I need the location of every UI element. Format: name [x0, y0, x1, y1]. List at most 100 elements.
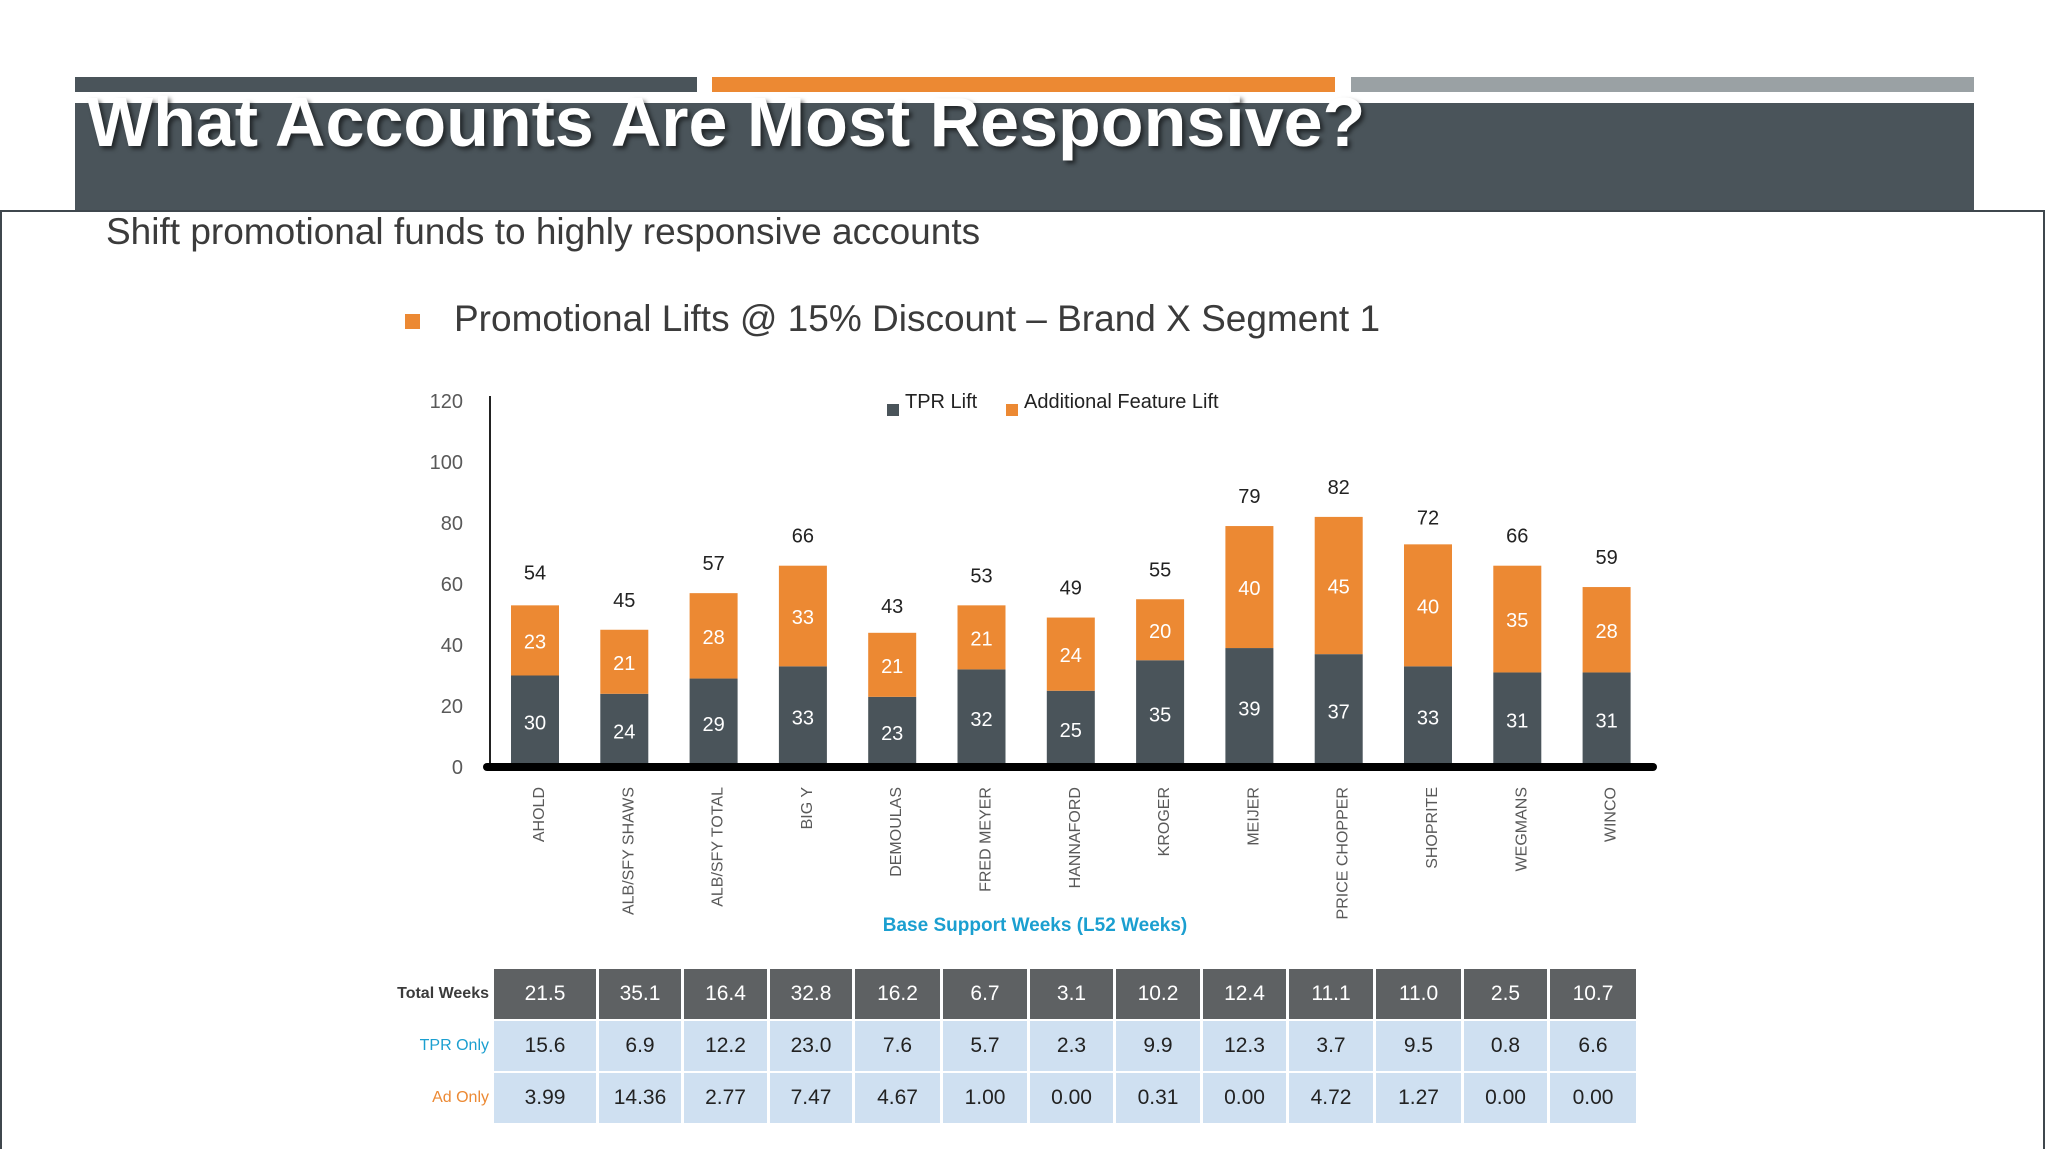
legend-swatch-additional-feature-lift — [1006, 404, 1018, 416]
data-label-tpr: 39 — [1238, 699, 1260, 721]
x-axis-title: Base Support Weeks (L52 Weeks) — [883, 915, 1187, 936]
table-cell: 4.72 — [1289, 1073, 1373, 1123]
bar-tpr-lift — [689, 678, 738, 767]
y-tick-label: 20 — [441, 696, 463, 718]
x-category-label: ALB/SFY TOTAL — [710, 787, 727, 907]
bar-additional-feature-lift — [600, 629, 649, 694]
table-cell: 35.1 — [599, 969, 681, 1019]
data-label-feature: 28 — [1595, 621, 1617, 643]
legend-label-additional-feature-lift: Additional Feature Lift — [1024, 391, 1219, 413]
table-cell: 7.6 — [855, 1021, 940, 1071]
header-accent-strip-orange — [712, 77, 1335, 92]
table-cell: 12.4 — [1203, 969, 1286, 1019]
data-label-feature: 40 — [1417, 596, 1439, 618]
title-band — [75, 103, 1974, 210]
table-cell: 16.2 — [855, 969, 940, 1019]
data-label-feature: 24 — [1060, 645, 1082, 667]
table-cell: 3.7 — [1289, 1021, 1373, 1071]
legend-swatch-tpr-lift — [887, 404, 899, 416]
table-row-ad-only: Ad Only 3.99 14.36 2.77 7.47 4.67 1.00 0.00 0.3… — [381, 1073, 1636, 1123]
data-label-tpr: 32 — [970, 709, 992, 731]
x-category-label: ALB/SFY SHAWS — [620, 787, 637, 915]
bar-additional-feature-lift — [1404, 544, 1452, 667]
bar-tpr-lift — [1314, 654, 1363, 767]
bar-tpr-lift — [778, 666, 827, 767]
bar-tpr-lift — [1046, 690, 1095, 767]
table-cell: 15.6 — [494, 1021, 596, 1071]
bar-additional-feature-lift — [957, 605, 1006, 670]
subtitle: Shift promotional funds to highly respon… — [106, 211, 981, 252]
data-label-feature: 35 — [1506, 610, 1528, 632]
table-row-tpr-only: TPR Only 15.6 6.9 12.2 23.0 7.6 5.7 2.3 9.9 12.3… — [381, 1021, 1636, 1071]
data-label-total: 66 — [792, 526, 814, 548]
data-label-feature: 21 — [970, 628, 992, 650]
x-category-label: PRICE CHOPPER — [1335, 787, 1352, 919]
data-label-total: 43 — [881, 596, 903, 618]
table-cell: 6.6 — [1550, 1021, 1636, 1071]
y-tick-label: 100 — [430, 452, 463, 474]
bar-additional-feature-lift — [1582, 587, 1631, 673]
bar-tpr-lift — [1582, 672, 1631, 767]
bar-tpr-lift — [600, 693, 649, 767]
data-label-tpr: 33 — [792, 708, 814, 730]
row-label-total-weeks: Total Weeks — [397, 985, 489, 1002]
table-cell: 2.5 — [1464, 969, 1547, 1019]
y-tick-label: 80 — [441, 513, 463, 535]
data-label-feature: 40 — [1238, 578, 1260, 600]
data-label-feature: 33 — [792, 607, 814, 629]
data-label-total: 55 — [1149, 559, 1171, 581]
data-label-feature: 21 — [613, 653, 635, 675]
row-label-ad-only: Ad Only — [432, 1089, 489, 1106]
bar-additional-feature-lift — [1046, 617, 1095, 691]
table-cell: 32.8 — [770, 969, 852, 1019]
data-label-tpr: 31 — [1595, 711, 1617, 733]
x-category-label: WINCO — [1603, 787, 1620, 842]
y-tick-label: 120 — [430, 391, 463, 413]
table-cell: 23.0 — [770, 1021, 852, 1071]
table-cell: 10.2 — [1116, 969, 1200, 1019]
table-cell: 21.5 — [494, 969, 596, 1019]
row-label-tpr-only: TPR Only — [419, 1037, 489, 1054]
data-label-tpr: 37 — [1328, 702, 1350, 724]
table-cell: 9.5 — [1376, 1021, 1461, 1071]
data-label-feature: 21 — [881, 656, 903, 678]
data-label-feature: 28 — [702, 627, 724, 649]
data-label-feature: 45 — [1328, 577, 1350, 599]
table-cell: 3.99 — [494, 1073, 596, 1123]
data-label-tpr: 25 — [1060, 720, 1082, 742]
x-category-label: WEGMANS — [1513, 787, 1530, 871]
x-category-label: DEMOULAS — [888, 787, 905, 877]
table-cell: 2.3 — [1030, 1021, 1113, 1071]
table-cell: 0.00 — [1030, 1073, 1113, 1123]
legend-label-tpr-lift: TPR Lift — [905, 391, 978, 413]
bar-additional-feature-lift — [1225, 526, 1274, 649]
table-cell: 6.9 — [599, 1021, 681, 1071]
bar-additional-feature-lift — [511, 605, 559, 676]
data-label-total: 49 — [1060, 578, 1082, 600]
x-category-label: KROGER — [1156, 787, 1173, 856]
data-label-total: 82 — [1328, 477, 1350, 499]
data-label-tpr: 24 — [613, 721, 635, 743]
table-cell: 0.8 — [1464, 1021, 1547, 1071]
table-cell: 7.47 — [770, 1073, 852, 1123]
data-label-tpr: 35 — [1149, 705, 1171, 727]
y-tick-label: 40 — [441, 635, 463, 657]
data-label-tpr: 23 — [881, 723, 903, 745]
table-cell: 11.0 — [1376, 969, 1461, 1019]
table-cell: 4.67 — [855, 1073, 940, 1123]
x-category-label: FRED MEYER — [978, 787, 995, 892]
table-cell: 3.1 — [1030, 969, 1113, 1019]
bar-tpr-lift — [1225, 648, 1274, 767]
support-weeks-table: Total Weeks 21.5 35.1 16.4 32.8 16.2 6.7 3.1 10… — [378, 967, 1639, 1125]
header-accent-strip-gray — [1351, 77, 1974, 92]
table-row-total-weeks: Total Weeks 21.5 35.1 16.4 32.8 16.2 6.7 3.1 10… — [381, 969, 1636, 1019]
bar-additional-feature-lift — [1136, 599, 1185, 661]
bar-additional-feature-lift — [778, 565, 827, 667]
data-label-total: 53 — [970, 565, 992, 587]
data-label-total: 66 — [1506, 526, 1528, 548]
stacked-bar-chart: 0 20 40 60 80 100 120 30 23 54 AHOLD 24 21 45 ALB/SFY … — [430, 391, 1657, 936]
table-cell: 1.00 — [943, 1073, 1027, 1123]
bar-tpr-lift — [1136, 660, 1185, 767]
table-cell: 0.00 — [1203, 1073, 1286, 1123]
bar-tpr-lift — [1404, 666, 1452, 767]
